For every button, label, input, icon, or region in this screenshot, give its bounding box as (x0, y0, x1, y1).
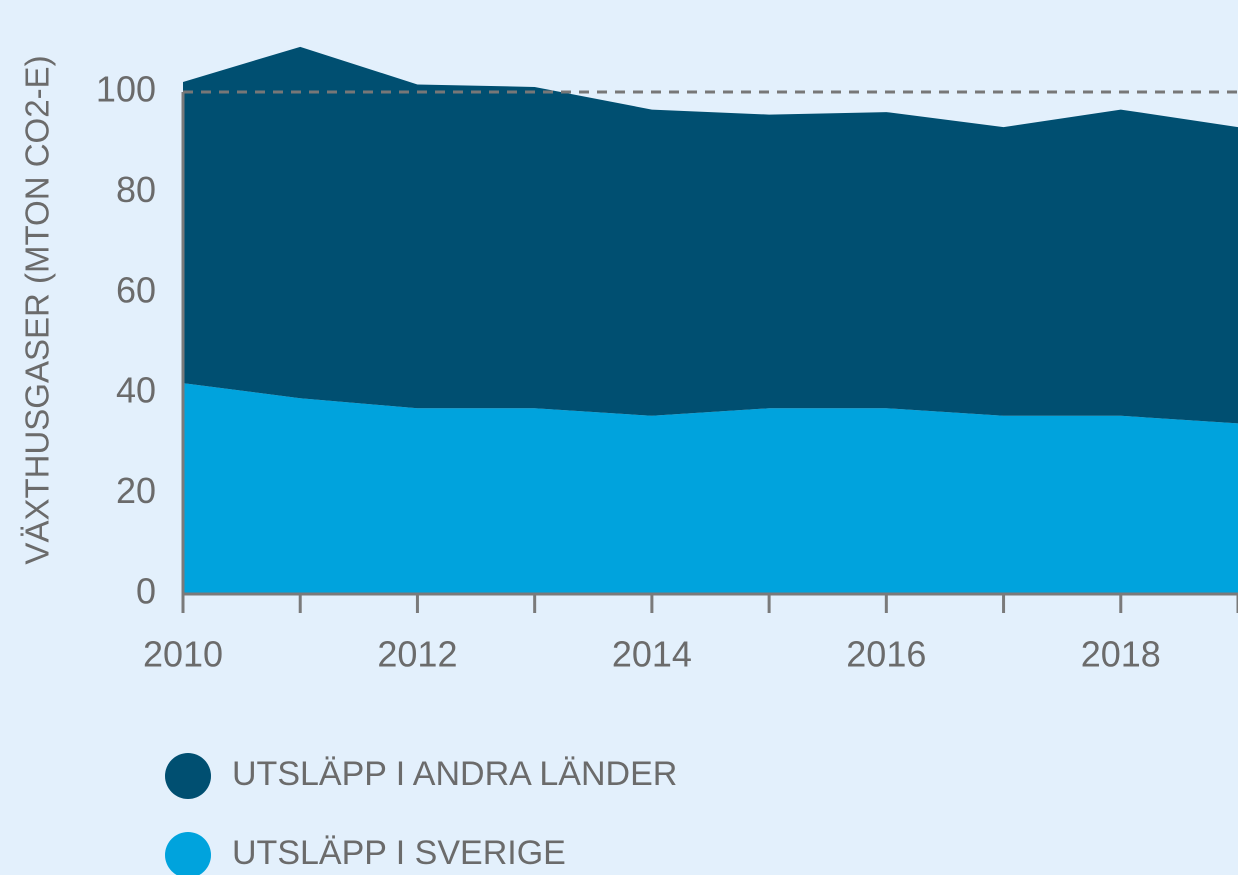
y-tick-label: 20 (116, 470, 156, 511)
area (183, 383, 1238, 594)
y-tick-label: 60 (116, 269, 156, 310)
x-tick-label: 2012 (377, 634, 457, 675)
legend-label: UTSLÄPP I SVERIGE (232, 834, 566, 872)
legend-swatch (165, 832, 211, 875)
y-tick-label: 80 (116, 169, 156, 210)
x-tick-label: 2010 (143, 634, 223, 675)
x-tick-label: 2016 (846, 634, 926, 675)
x-tick-label: 2014 (612, 634, 692, 675)
x-tick-label: 2018 (1081, 634, 1161, 675)
legend-swatch (165, 753, 211, 799)
y-tick-label: 100 (96, 69, 156, 110)
legend-label: UTSLÄPP I ANDRA LÄNDER (232, 755, 677, 793)
y-axis-label: VÄXTHUSGASER (MTON CO2-E) (19, 55, 56, 564)
y-tick-label: 0 (136, 571, 156, 612)
area (183, 46, 1238, 424)
y-tick-label: 40 (116, 370, 156, 411)
